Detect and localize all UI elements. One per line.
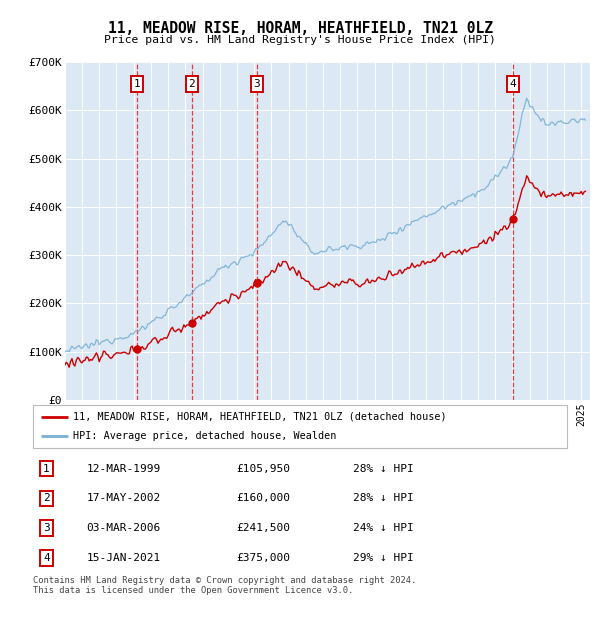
Text: HPI: Average price, detached house, Wealden: HPI: Average price, detached house, Weal… (73, 432, 337, 441)
Text: £160,000: £160,000 (236, 494, 290, 503)
Text: 2: 2 (43, 494, 50, 503)
Text: Contains HM Land Registry data © Crown copyright and database right 2024.
This d: Contains HM Land Registry data © Crown c… (33, 576, 416, 595)
Text: 29% ↓ HPI: 29% ↓ HPI (353, 553, 414, 563)
Text: 24% ↓ HPI: 24% ↓ HPI (353, 523, 414, 533)
Text: Price paid vs. HM Land Registry's House Price Index (HPI): Price paid vs. HM Land Registry's House … (104, 35, 496, 45)
Text: £375,000: £375,000 (236, 553, 290, 563)
Text: 12-MAR-1999: 12-MAR-1999 (86, 464, 161, 474)
Text: 1: 1 (43, 464, 50, 474)
Text: 28% ↓ HPI: 28% ↓ HPI (353, 464, 414, 474)
Text: £105,950: £105,950 (236, 464, 290, 474)
Text: 4: 4 (43, 553, 50, 563)
Text: £241,500: £241,500 (236, 523, 290, 533)
Text: 4: 4 (509, 79, 517, 89)
Text: 28% ↓ HPI: 28% ↓ HPI (353, 494, 414, 503)
Text: 15-JAN-2021: 15-JAN-2021 (86, 553, 161, 563)
Text: 03-MAR-2006: 03-MAR-2006 (86, 523, 161, 533)
Text: 17-MAY-2002: 17-MAY-2002 (86, 494, 161, 503)
Text: 1: 1 (134, 79, 140, 89)
Text: 3: 3 (43, 523, 50, 533)
Text: 3: 3 (254, 79, 260, 89)
Text: 11, MEADOW RISE, HORAM, HEATHFIELD, TN21 0LZ: 11, MEADOW RISE, HORAM, HEATHFIELD, TN21… (107, 21, 493, 36)
Text: 2: 2 (188, 79, 195, 89)
Text: 11, MEADOW RISE, HORAM, HEATHFIELD, TN21 0LZ (detached house): 11, MEADOW RISE, HORAM, HEATHFIELD, TN21… (73, 412, 446, 422)
